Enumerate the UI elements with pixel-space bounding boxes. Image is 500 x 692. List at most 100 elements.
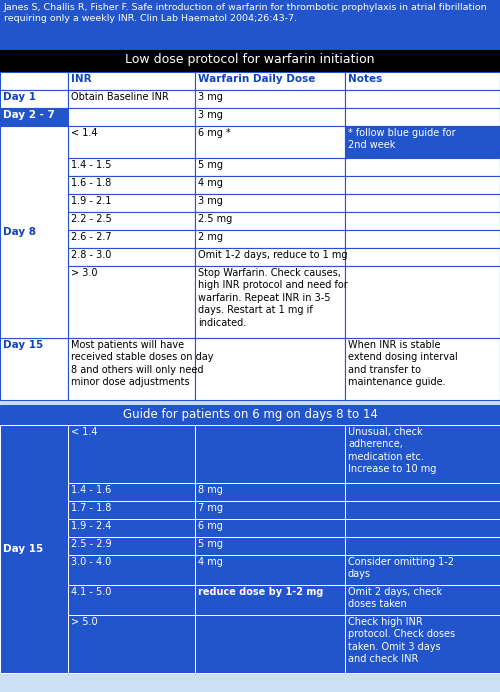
Bar [195, 425, 345, 483]
Bar [195, 126, 345, 158]
Text: < 1.4: < 1.4 [71, 128, 98, 138]
Bar [68, 126, 195, 158]
Bar [0, 537, 68, 555]
Text: Day 15: Day 15 [3, 340, 43, 350]
Bar [345, 483, 500, 501]
Bar [345, 90, 500, 108]
Text: Day 1: Day 1 [3, 92, 36, 102]
Text: 4.1 - 5.0: 4.1 - 5.0 [71, 587, 112, 597]
Bar [0, 194, 68, 212]
Bar [195, 248, 345, 266]
Bar [195, 615, 345, 673]
Bar [345, 555, 500, 585]
Bar [0, 126, 68, 158]
Bar [68, 72, 195, 90]
Text: When INR is stable
extend dosing interval
and transfer to
maintenance guide.: When INR is stable extend dosing interva… [348, 340, 458, 388]
Text: 6 mg: 6 mg [198, 521, 223, 531]
Text: 2 mg: 2 mg [198, 232, 223, 242]
Text: 1.7 - 1.8: 1.7 - 1.8 [71, 503, 112, 513]
Text: Low dose protocol for warfarin initiation: Low dose protocol for warfarin initiatio… [125, 53, 375, 66]
Bar [68, 615, 195, 673]
Text: 3 mg: 3 mg [198, 196, 223, 206]
Text: 5 mg: 5 mg [198, 539, 223, 549]
Bar [0, 126, 68, 338]
Bar [0, 585, 68, 615]
Text: Notes: Notes [348, 74, 382, 84]
Bar [68, 555, 195, 585]
Bar [0, 50, 500, 72]
Bar [195, 176, 345, 194]
Bar [195, 230, 345, 248]
Text: 2.5 - 2.9: 2.5 - 2.9 [71, 539, 112, 549]
Bar [345, 176, 500, 194]
Text: 2.2 - 2.5: 2.2 - 2.5 [71, 214, 112, 224]
Bar [345, 501, 500, 519]
Bar [68, 158, 195, 176]
Bar [195, 338, 345, 400]
Bar [0, 501, 68, 519]
Bar [345, 230, 500, 248]
Bar [345, 537, 500, 555]
Bar [0, 615, 68, 673]
Bar [345, 212, 500, 230]
Text: Obtain Baseline INR: Obtain Baseline INR [71, 92, 169, 102]
Bar [345, 72, 500, 90]
Bar [0, 338, 68, 400]
Bar [345, 585, 500, 615]
Text: 8 mg: 8 mg [198, 485, 223, 495]
Bar [195, 158, 345, 176]
Bar [195, 585, 345, 615]
Bar [345, 194, 500, 212]
Text: 2.5 mg: 2.5 mg [198, 214, 232, 224]
Bar [345, 338, 500, 400]
Bar [345, 108, 500, 126]
Text: 1.9 - 2.1: 1.9 - 2.1 [71, 196, 112, 206]
Bar [68, 212, 195, 230]
Bar [0, 248, 68, 266]
Bar [68, 501, 195, 519]
Bar [68, 519, 195, 537]
Bar [0, 176, 68, 194]
Bar [195, 555, 345, 585]
Text: Consider omitting 1-2
days: Consider omitting 1-2 days [348, 557, 454, 579]
Bar [195, 90, 345, 108]
Text: Stop Warfarin. Check causes,
high INR protocol and need for
warfarin. Repeat INR: Stop Warfarin. Check causes, high INR pr… [198, 268, 348, 327]
Text: * follow blue guide for
2nd week: * follow blue guide for 2nd week [348, 128, 456, 150]
Text: reduce dose by 1-2 mg: reduce dose by 1-2 mg [198, 587, 324, 597]
Text: Warfarin Daily Dose: Warfarin Daily Dose [198, 74, 316, 84]
Text: > 5.0: > 5.0 [71, 617, 98, 627]
Bar [68, 194, 195, 212]
Bar [195, 194, 345, 212]
Bar [195, 501, 345, 519]
Bar [68, 585, 195, 615]
Text: Most patients will have
received stable doses on day
8 and others will only need: Most patients will have received stable … [71, 340, 214, 388]
Bar [0, 230, 68, 248]
Text: Unusual, check
adherence,
medication etc.
Increase to 10 mg: Unusual, check adherence, medication etc… [348, 427, 436, 474]
Text: 2.8 - 3.0: 2.8 - 3.0 [71, 250, 112, 260]
Bar [195, 519, 345, 537]
Bar [0, 483, 68, 501]
Bar [68, 248, 195, 266]
Bar [345, 248, 500, 266]
Bar [195, 108, 345, 126]
Text: Janes S, Challis R, Fisher F. Safe introduction of warfarin for thrombotic proph: Janes S, Challis R, Fisher F. Safe intro… [4, 3, 488, 23]
Bar [68, 266, 195, 338]
Bar [345, 266, 500, 338]
Text: INR: INR [71, 74, 92, 84]
Bar [345, 425, 500, 483]
Text: 5 mg: 5 mg [198, 160, 223, 170]
Text: 3 mg: 3 mg [198, 92, 223, 102]
Bar [0, 555, 68, 585]
Bar [0, 0, 500, 50]
Bar [0, 72, 68, 90]
Text: Day 15: Day 15 [3, 544, 43, 554]
Bar [345, 615, 500, 673]
Text: < 1.4: < 1.4 [71, 427, 98, 437]
Text: Check high INR
protocol. Check doses
taken. Omit 3 days
and check INR: Check high INR protocol. Check doses tak… [348, 617, 455, 664]
Text: 1.6 - 1.8: 1.6 - 1.8 [71, 178, 111, 188]
Text: Guide for patients on 6 mg on days 8 to 14: Guide for patients on 6 mg on days 8 to … [122, 408, 378, 421]
Bar [68, 338, 195, 400]
Bar [68, 176, 195, 194]
Bar [68, 230, 195, 248]
Text: 3 mg: 3 mg [198, 110, 223, 120]
